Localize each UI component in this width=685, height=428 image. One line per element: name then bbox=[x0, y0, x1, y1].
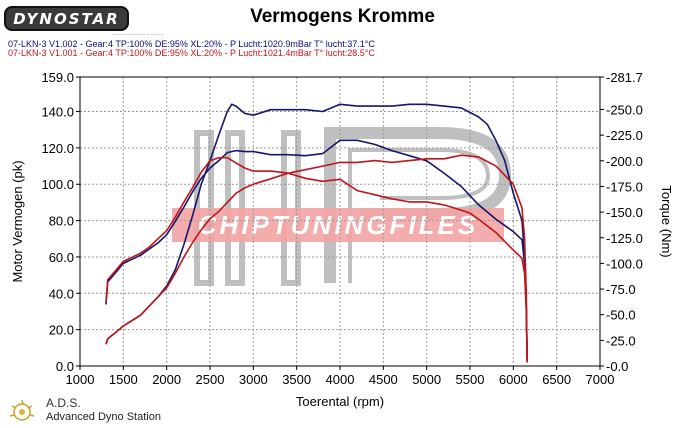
y-tick-label: 140.0 bbox=[41, 105, 74, 120]
y-tick-label: 0.0 bbox=[56, 359, 74, 374]
series-line-torque-run2 bbox=[105, 156, 528, 361]
watermark-i bbox=[281, 130, 301, 286]
logo-subtext: ........................... ...... .. bbox=[112, 31, 164, 37]
y2-tick-label: -175.0 bbox=[606, 179, 643, 194]
y-tick-label: 80.0 bbox=[49, 214, 74, 229]
y2-tick-label: -250.0 bbox=[606, 103, 643, 118]
watermark-p-inner bbox=[348, 148, 491, 283]
footer-subtitle: Advanced Dyno Station bbox=[46, 411, 161, 423]
ads-footer: A.D.S. Advanced Dyno Station bbox=[6, 396, 176, 426]
series-line-power-run2 bbox=[105, 154, 528, 363]
y-tick-label: 60.0 bbox=[49, 250, 74, 265]
x-tick-label: 4500 bbox=[369, 372, 398, 387]
x-tick-label: 5000 bbox=[412, 372, 441, 387]
y2-tick-label: -150.0 bbox=[606, 205, 643, 220]
logo-text: DYNOSTAR bbox=[13, 9, 120, 28]
y2-tick-label: -281.7 bbox=[606, 70, 643, 85]
x-axis-label: Toerental (rpm) bbox=[296, 394, 384, 409]
series-line-torque-run1 bbox=[105, 139, 528, 361]
y-tick-label: 120.0 bbox=[41, 141, 74, 156]
y2-tick-label: -100.0 bbox=[606, 256, 643, 271]
y-tick-label: 159.0 bbox=[41, 70, 74, 85]
x-tick-label: 4000 bbox=[326, 372, 355, 387]
run-info-1: 07-LKN-3 V1.002 - Gear:4 TP:100% DE:95% … bbox=[8, 39, 375, 49]
x-tick-label: 1000 bbox=[66, 372, 95, 387]
y2-tick-label: -0.0 bbox=[606, 359, 628, 374]
x-tick-label: 7000 bbox=[586, 372, 615, 387]
dynostar-logo: DYNOSTAR bbox=[4, 6, 129, 31]
y2-tick-label: -200.0 bbox=[606, 154, 643, 169]
y-axis-label: Motor Vermogen (pk) bbox=[10, 160, 25, 282]
x-tick-label: 6500 bbox=[542, 372, 571, 387]
y2-tick-label: -125.0 bbox=[606, 231, 643, 246]
watermark-h-left bbox=[194, 130, 214, 286]
x-tick-label: 5500 bbox=[456, 372, 485, 387]
x-tick-label: 6000 bbox=[499, 372, 528, 387]
x-tick-label: 2000 bbox=[152, 372, 181, 387]
y2-tick-label: -75.0 bbox=[606, 282, 636, 297]
watermark-group: CHIPTUNINGFILES bbox=[172, 127, 512, 286]
sun-flame-icon bbox=[9, 399, 35, 421]
x-tick-label: 3000 bbox=[239, 372, 268, 387]
watermark-banner-text: CHIPTUNINGFILES bbox=[198, 210, 478, 240]
chart-title: Vermogens Kromme bbox=[250, 6, 435, 27]
run-info-2: 07-LKN-3 V1.001 - Gear:4 TP:100% DE:95% … bbox=[8, 48, 375, 58]
watermark-h-mid bbox=[225, 130, 245, 286]
y-tick-label: 100.0 bbox=[41, 177, 74, 192]
x-tick-label: 3500 bbox=[282, 372, 311, 387]
x-tick-label: 1500 bbox=[109, 372, 138, 387]
y2-tick-label: -25.0 bbox=[606, 333, 636, 348]
y2-tick-label: -50.0 bbox=[606, 308, 636, 323]
watermark-banner bbox=[172, 208, 504, 242]
x-tick-label: 2500 bbox=[196, 372, 225, 387]
y2-axis-label: Torque (Nm) bbox=[659, 185, 674, 257]
y2-tick-label: -225.0 bbox=[606, 128, 643, 143]
footer-title: A.D.S. bbox=[46, 396, 81, 410]
y-tick-label: 40.0 bbox=[49, 286, 74, 301]
y-tick-label: 20.0 bbox=[49, 323, 74, 338]
